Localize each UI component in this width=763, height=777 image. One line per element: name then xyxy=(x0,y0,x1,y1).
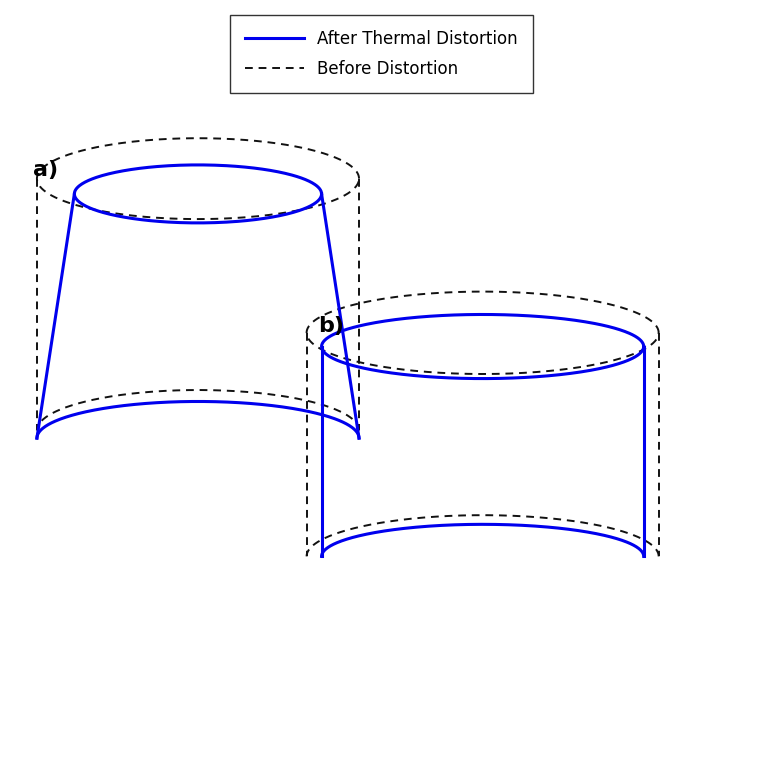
Legend: After Thermal Distortion, Before Distortion: After Thermal Distortion, Before Distort… xyxy=(230,16,533,93)
Text: b): b) xyxy=(318,316,344,336)
Text: a): a) xyxy=(33,159,58,179)
